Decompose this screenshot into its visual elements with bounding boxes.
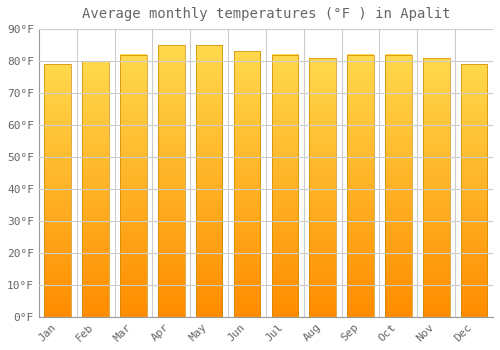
Bar <box>310 58 336 317</box>
Bar <box>44 64 71 317</box>
Bar <box>120 55 146 317</box>
Bar <box>385 55 411 317</box>
Bar <box>272 55 298 317</box>
Bar <box>158 45 184 317</box>
Bar <box>196 45 222 317</box>
Bar <box>423 58 450 317</box>
Bar <box>461 64 487 317</box>
Title: Average monthly temperatures (°F ) in Apalit: Average monthly temperatures (°F ) in Ap… <box>82 7 450 21</box>
Bar <box>82 61 109 317</box>
Bar <box>234 51 260 317</box>
Bar <box>348 55 374 317</box>
